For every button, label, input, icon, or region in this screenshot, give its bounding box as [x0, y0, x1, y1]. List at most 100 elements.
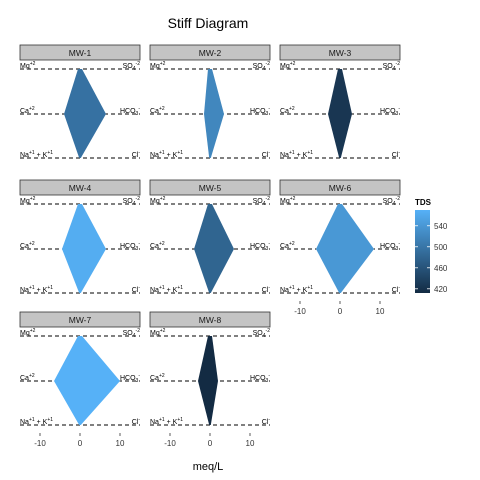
- panel-strip-label: MW-2: [199, 48, 222, 58]
- ion-label-mg: Mg+2: [150, 196, 166, 205]
- x-tick-label: -10: [34, 439, 46, 448]
- ion-label-cl: Cl-: [392, 150, 401, 159]
- stiff-polygon: [198, 336, 218, 425]
- ion-label-so4: SO4-2: [253, 61, 271, 72]
- x-tick-label: 0: [338, 307, 343, 316]
- stiff-polygon: [54, 336, 120, 425]
- panel-strip: [19, 179, 141, 196]
- panel-mw-6: MW-6 Mg+2 Ca+2 Na+1 + K+1 SO4-2 HCO3- Cl- -10 0 1…: [279, 179, 401, 316]
- panel-strip-label: MW-8: [199, 315, 222, 325]
- panel-strip: [19, 44, 141, 61]
- ion-label-na-k: Na+1 + K+1: [150, 417, 183, 426]
- x-tick-label: 0: [78, 439, 83, 448]
- ion-label-mg: Mg+2: [150, 328, 166, 337]
- ion-label-na-k: Na+1 + K+1: [280, 285, 313, 294]
- ion-label-ca: Ca+2: [150, 241, 165, 250]
- x-tick-label: 10: [376, 307, 385, 316]
- panel-strip: [279, 179, 401, 196]
- ion-label-cl: Cl-: [262, 417, 271, 426]
- ion-label-so4: SO4-2: [383, 61, 401, 72]
- ion-label-so4: SO4-2: [383, 196, 401, 207]
- x-axis-label: meq/L: [193, 461, 224, 473]
- ion-label-na-k: Na+1 + K+1: [20, 150, 53, 159]
- stiff-polygon: [62, 204, 106, 293]
- legend-tick-label: 540: [434, 222, 448, 231]
- x-tick-label: -10: [164, 439, 176, 448]
- legend-tick-label: 500: [434, 243, 448, 252]
- ion-label-mg: Mg+2: [280, 61, 296, 70]
- panel-strip: [19, 311, 141, 328]
- panel-strip-label: MW-1: [69, 48, 92, 58]
- ion-label-mg: Mg+2: [20, 328, 36, 337]
- panel-mw-3: MW-3 Mg+2 Ca+2 Na+1 + K+1 SO4-2 HCO3- Cl-: [279, 44, 401, 159]
- ion-label-cl: Cl-: [262, 285, 271, 294]
- ion-label-ca: Ca+2: [150, 106, 165, 115]
- panel-strip: [149, 311, 271, 328]
- ion-label-cl: Cl-: [132, 285, 141, 294]
- panel-strip-label: MW-3: [329, 48, 352, 58]
- panels-group: MW-1Mg+2Ca+2Na+1 + K+1SO4-2HCO3-Cl-MW-2M…: [19, 44, 401, 448]
- x-tick-label: -10: [294, 307, 306, 316]
- ion-label-mg: Mg+2: [20, 196, 36, 205]
- panel-strip-label: MW-6: [329, 183, 352, 193]
- ion-label-cl: Cl-: [132, 417, 141, 426]
- ion-label-ca: Ca+2: [280, 241, 295, 250]
- x-tick-label: 10: [246, 439, 255, 448]
- panel-mw-8: MW-8 Mg+2 Ca+2 Na+1 + K+1 SO4-2 HCO3- Cl- -10 0 1…: [149, 311, 271, 448]
- stiff-polygon: [194, 204, 234, 293]
- panel-strip: [279, 44, 401, 61]
- ion-label-hco3: HCO3-: [120, 106, 140, 117]
- panel-strip-label: MW-7: [69, 315, 92, 325]
- panel-strip-label: MW-5: [199, 183, 222, 193]
- legend-tick-label: 420: [434, 285, 448, 294]
- ion-label-hco3: HCO3-: [380, 241, 400, 252]
- ion-label-hco3: HCO3-: [120, 373, 140, 384]
- ion-label-so4: SO4-2: [253, 328, 271, 339]
- ion-label-ca: Ca+2: [280, 106, 295, 115]
- ion-label-so4: SO4-2: [123, 61, 141, 72]
- ion-label-ca: Ca+2: [20, 373, 35, 382]
- ion-label-ca: Ca+2: [20, 106, 35, 115]
- ion-label-so4: SO4-2: [123, 328, 141, 339]
- stiff-polygon: [64, 69, 106, 158]
- stiff-polygon: [316, 204, 374, 293]
- tds-legend: TDS 540 500 460 420: [415, 198, 448, 294]
- ion-label-hco3: HCO3-: [380, 106, 400, 117]
- ion-label-mg: Mg+2: [150, 61, 166, 70]
- ion-label-hco3: HCO3-: [250, 373, 270, 384]
- ion-label-ca: Ca+2: [20, 241, 35, 250]
- ion-label-so4: SO4-2: [123, 196, 141, 207]
- ion-label-cl: Cl-: [132, 150, 141, 159]
- panel-mw-7: MW-7 Mg+2 Ca+2 Na+1 + K+1 SO4-2 HCO3- Cl- -10 0 1…: [19, 311, 141, 448]
- panel-mw-2: MW-2 Mg+2 Ca+2 Na+1 + K+1 SO4-2 HCO3- Cl-: [149, 44, 271, 159]
- ion-label-hco3: HCO3-: [250, 106, 270, 117]
- ion-label-na-k: Na+1 + K+1: [150, 150, 183, 159]
- panel-strip: [149, 44, 271, 61]
- ion-label-ca: Ca+2: [150, 373, 165, 382]
- panel-mw-4: MW-4 Mg+2 Ca+2 Na+1 + K+1 SO4-2 HCO3- Cl-: [19, 179, 141, 294]
- chart-title: Stiff Diagram: [168, 15, 249, 31]
- panel-strip-label: MW-4: [69, 183, 92, 193]
- ion-label-na-k: Na+1 + K+1: [280, 150, 313, 159]
- legend-tick-label: 460: [434, 264, 448, 273]
- stiff-polygon: [328, 69, 352, 158]
- ion-label-na-k: Na+1 + K+1: [20, 285, 53, 294]
- ion-label-hco3: HCO3-: [120, 241, 140, 252]
- panel-strip: [149, 179, 271, 196]
- ion-label-hco3: HCO3-: [250, 241, 270, 252]
- ion-label-na-k: Na+1 + K+1: [150, 285, 183, 294]
- panel-mw-1: MW-1 Mg+2 Ca+2 Na+1 + K+1 SO4-2 HCO3- Cl-: [19, 44, 141, 159]
- ion-label-cl: Cl-: [392, 285, 401, 294]
- ion-label-mg: Mg+2: [20, 61, 36, 70]
- ion-label-mg: Mg+2: [280, 196, 296, 205]
- ion-label-so4: SO4-2: [253, 196, 271, 207]
- ion-label-na-k: Na+1 + K+1: [20, 417, 53, 426]
- ion-label-cl: Cl-: [262, 150, 271, 159]
- legend-colorbar: [415, 210, 430, 293]
- x-tick-label: 10: [116, 439, 125, 448]
- stiff-polygon: [204, 69, 224, 158]
- x-tick-label: 0: [208, 439, 213, 448]
- panel-mw-5: MW-5 Mg+2 Ca+2 Na+1 + K+1 SO4-2 HCO3- Cl-: [149, 179, 271, 294]
